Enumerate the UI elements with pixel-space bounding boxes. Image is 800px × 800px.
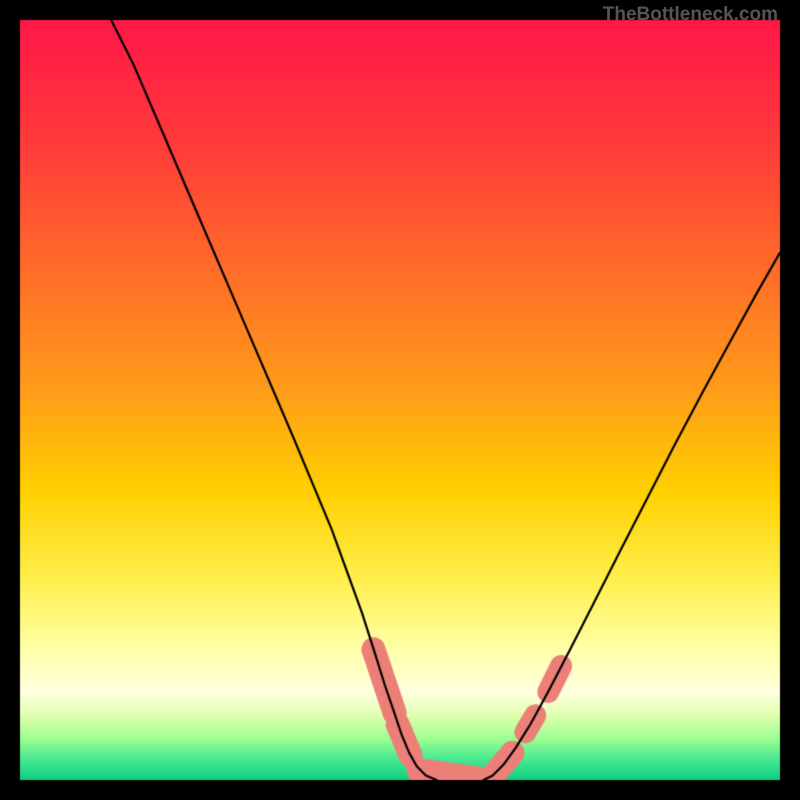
bottleneck-chart-canvas [0,0,800,800]
chart-stage: TheBottleneck.com [0,0,800,800]
